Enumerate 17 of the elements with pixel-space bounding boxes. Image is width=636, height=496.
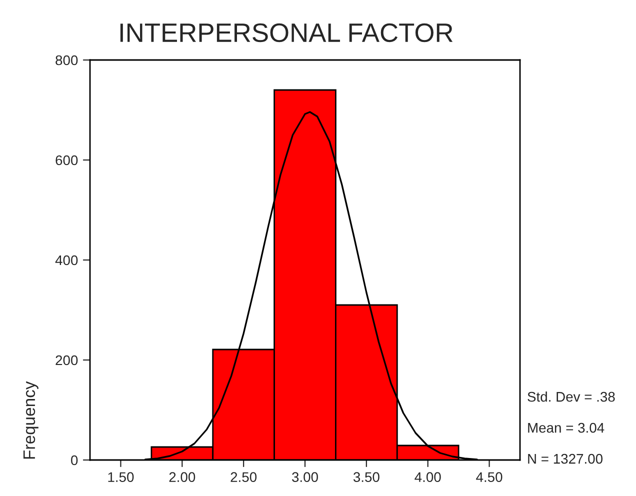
- text: Mean = 3.04: [528, 422, 604, 433]
- x-tick-label: 2.50: [230, 472, 257, 482]
- y-tick-label: 0: [71, 455, 78, 466]
- text: Std. Dev = .38: [528, 392, 615, 402]
- text: N = 1327.00: [528, 454, 603, 464]
- x-tick-label: 2.00: [169, 472, 196, 482]
- x-tick-label: 3.00: [292, 472, 318, 482]
- y-tick-label: 200: [56, 355, 78, 366]
- x-tick-label: 3.50: [353, 472, 380, 482]
- y-axis-title: Frequency: [23, 381, 38, 459]
- x-tick-label: 4.50: [476, 472, 502, 482]
- y-tick-label: 400: [55, 255, 78, 266]
- chart-title: INTERPERSONAL FACTOR: [120, 23, 453, 42]
- x-tick-label: 1.50: [108, 472, 134, 482]
- y-tick-label: 800: [56, 55, 78, 66]
- y-tick-label: 600: [56, 155, 78, 166]
- x-tick-label: 4.00: [414, 472, 441, 482]
